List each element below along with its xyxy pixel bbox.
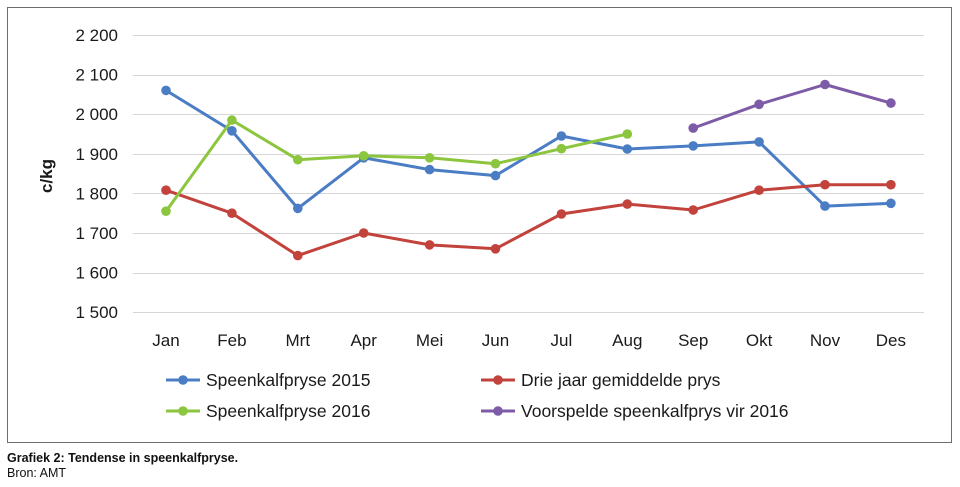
data-point	[227, 115, 237, 125]
x-tick-label: Jun	[482, 331, 509, 350]
data-point	[293, 250, 303, 261]
x-tick-label: Jan	[152, 331, 179, 350]
data-point	[556, 143, 567, 154]
y-tick-label: 1 600	[75, 264, 118, 283]
data-point	[358, 228, 369, 238]
data-point	[490, 244, 501, 254]
legend-label: Speenkalfpryse 2016	[206, 401, 370, 421]
data-point	[424, 153, 435, 163]
data-point	[688, 141, 698, 151]
data-point	[622, 144, 633, 154]
y-tick-label: 2 100	[75, 66, 118, 85]
x-axis-ticks: Jan Feb Mrt Apr Mei Jun Jul Aug Sep Okt Nov Des	[152, 331, 906, 350]
data-point	[886, 198, 896, 209]
data-point	[622, 129, 633, 139]
x-tick-label: Mei	[416, 331, 443, 350]
x-tick-label: Aug	[612, 331, 642, 350]
data-point	[161, 85, 171, 96]
data-point	[688, 123, 698, 133]
x-tick-label: Jul	[551, 331, 573, 350]
data-point	[820, 201, 830, 211]
y-tick-label: 1 900	[75, 145, 118, 164]
data-point	[424, 240, 435, 250]
data-point	[490, 158, 501, 169]
figure-caption: Grafiek 2: Tendense in speenkalfpryse. B…	[7, 451, 907, 481]
series-line	[164, 183, 893, 258]
y-tick-label: 1 800	[75, 184, 118, 203]
data-point	[754, 137, 764, 147]
legend-item: Drie jaar gemiddelde prys	[481, 370, 721, 390]
y-tick-label: 1 500	[75, 303, 118, 322]
data-point	[358, 151, 369, 161]
y-axis-label: c/kg	[37, 159, 56, 193]
data-point	[227, 126, 237, 136]
legend-swatch-marker	[493, 375, 503, 385]
legend: Speenkalfpryse 2015 Drie jaar gemiddelde …	[166, 370, 789, 421]
y-tick-label: 1 700	[75, 224, 118, 243]
legend-label: Voorspelde speenkalfprys vir 2016	[521, 401, 789, 421]
data-point	[622, 199, 633, 209]
series-line	[691, 83, 893, 130]
data-point	[293, 203, 303, 214]
series-line	[164, 118, 629, 213]
data-point	[820, 79, 830, 90]
line-chart: 2 200 2 100 2 000 1 900 1 800 1 700 1 600 1 500…	[7, 7, 952, 443]
x-tick-label: Apr	[350, 331, 377, 350]
data-point	[886, 179, 896, 190]
data-point	[886, 98, 896, 108]
x-tick-label: Mrt	[286, 331, 311, 350]
legend-swatch-marker	[178, 406, 188, 416]
x-tick-label: Okt	[746, 331, 773, 350]
legend-item: Speenkalfpryse 2016	[166, 401, 370, 421]
data-point	[293, 154, 303, 165]
data-point	[227, 208, 237, 218]
data-point	[490, 170, 501, 181]
x-tick-label: Feb	[217, 331, 246, 350]
data-point	[424, 164, 435, 175]
figure-source: Bron: AMT	[7, 466, 67, 480]
legend-swatch-marker	[493, 406, 503, 416]
series	[161, 115, 633, 216]
plot-series	[161, 79, 896, 261]
data-point	[820, 179, 830, 190]
y-axis-ticks: 2 200 2 100 2 000 1 900 1 800 1 700 1 600 1 500	[75, 26, 118, 322]
y-tick-label: 2 200	[75, 26, 118, 45]
figure-title: Grafiek 2: Tendense in speenkalfpryse.	[7, 451, 239, 465]
x-tick-label: Des	[876, 331, 906, 350]
legend-item: Voorspelde speenkalfprys vir 2016	[481, 401, 789, 421]
chart-frame	[7, 7, 952, 443]
data-point	[161, 185, 171, 195]
legend-swatch-marker	[178, 375, 188, 385]
legend-label: Drie jaar gemiddelde prys	[521, 370, 721, 390]
series	[688, 79, 896, 133]
x-tick-label: Nov	[810, 331, 841, 350]
data-point	[161, 206, 171, 216]
x-tick-label: Sep	[678, 331, 708, 350]
legend-label: Speenkalfpryse 2015	[206, 370, 370, 390]
y-tick-label: 2 000	[75, 105, 118, 124]
data-point	[556, 131, 567, 141]
data-point	[754, 185, 764, 195]
legend-item: Speenkalfpryse 2015	[166, 370, 370, 390]
data-point	[688, 205, 698, 215]
data-point	[754, 99, 764, 110]
data-point	[556, 209, 567, 219]
series	[161, 179, 896, 261]
